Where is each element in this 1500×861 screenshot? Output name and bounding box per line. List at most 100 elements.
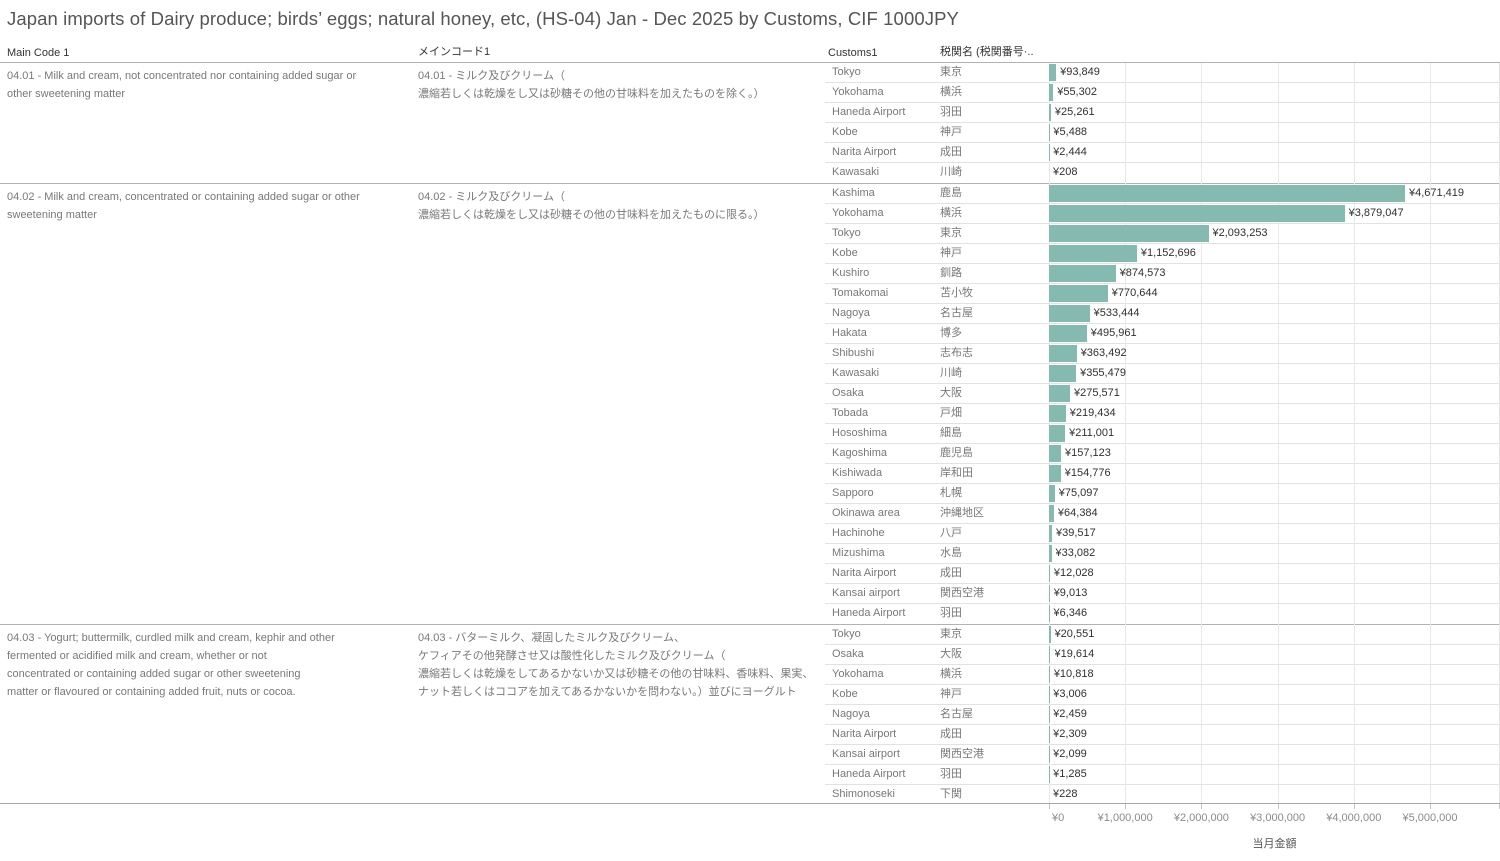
- customs-name-ja[interactable]: 羽田: [940, 106, 962, 118]
- table-row[interactable]: Mizushima 水島 ¥33,082: [825, 544, 1500, 564]
- table-row[interactable]: Sapporo 札幌 ¥75,097: [825, 484, 1500, 504]
- customs-name-en[interactable]: Osaka: [832, 648, 864, 660]
- table-row[interactable]: Kagoshima 鹿児島 ¥157,123: [825, 444, 1500, 464]
- value-bar[interactable]: [1049, 525, 1052, 542]
- customs-name-en[interactable]: Shimonoseki: [832, 788, 895, 800]
- table-row[interactable]: Haneda Airport 羽田 ¥1,285: [825, 765, 1500, 785]
- customs-name-en[interactable]: Hakata: [832, 327, 867, 339]
- customs-name-en[interactable]: Kobe: [832, 126, 858, 138]
- table-row[interactable]: Okinawa area 沖縄地区 ¥64,384: [825, 504, 1500, 524]
- value-bar[interactable]: [1049, 505, 1054, 522]
- customs-name-en[interactable]: Hososhima: [832, 427, 888, 439]
- customs-name-en[interactable]: Narita Airport: [832, 567, 897, 579]
- customs-name-ja[interactable]: 神戸: [940, 247, 962, 259]
- customs-name-en[interactable]: Haneda Airport: [832, 768, 906, 780]
- value-bar[interactable]: [1049, 365, 1077, 382]
- value-bar[interactable]: [1049, 205, 1345, 222]
- value-bar[interactable]: [1049, 585, 1050, 602]
- value-bar[interactable]: [1049, 425, 1066, 442]
- customs-name-en[interactable]: Tokyo: [832, 66, 861, 78]
- value-bar[interactable]: [1049, 225, 1209, 242]
- customs-name-ja[interactable]: 志布志: [940, 347, 973, 359]
- customs-name-ja[interactable]: 八戸: [940, 527, 962, 539]
- customs-name-ja[interactable]: 博多: [940, 327, 962, 339]
- column-header-customs-ja[interactable]: 税関名 (税関番号·..: [940, 46, 1034, 58]
- customs-name-ja[interactable]: 大阪: [940, 648, 962, 660]
- customs-name-en[interactable]: Tokyo: [832, 227, 861, 239]
- table-row[interactable]: Tomakomai 苫小牧 ¥770,644: [825, 284, 1500, 304]
- customs-name-ja[interactable]: 釧路: [940, 267, 962, 279]
- table-row[interactable]: Hakata 博多 ¥495,961: [825, 324, 1500, 344]
- customs-name-en[interactable]: Tokyo: [832, 628, 861, 640]
- customs-name-ja[interactable]: 神戸: [940, 126, 962, 138]
- value-bar[interactable]: [1049, 465, 1061, 482]
- customs-name-en[interactable]: Kawasaki: [832, 367, 880, 379]
- table-row[interactable]: Yokohama 横浜 ¥10,818: [825, 665, 1500, 685]
- table-row[interactable]: Shimonoseki 下関 ¥228: [825, 785, 1500, 805]
- table-row[interactable]: Nagoya 名古屋 ¥2,459: [825, 705, 1500, 725]
- customs-name-ja[interactable]: 羽田: [940, 607, 962, 619]
- customs-name-en[interactable]: Narita Airport: [832, 146, 897, 158]
- customs-name-ja[interactable]: 成田: [940, 567, 962, 579]
- table-row[interactable]: Tokyo 東京 ¥2,093,253: [825, 224, 1500, 244]
- customs-name-en[interactable]: Mizushima: [832, 547, 885, 559]
- value-bar[interactable]: [1049, 84, 1054, 101]
- value-bar[interactable]: [1049, 265, 1116, 282]
- value-bar[interactable]: [1049, 666, 1050, 683]
- value-bar[interactable]: [1049, 185, 1405, 202]
- customs-name-en[interactable]: Kushiro: [832, 267, 870, 279]
- value-bar[interactable]: [1049, 565, 1050, 582]
- table-row[interactable]: Kansai airport 関西空港 ¥9,013: [825, 584, 1500, 604]
- table-row[interactable]: Kobe 神戸 ¥1,152,696: [825, 244, 1500, 264]
- table-row[interactable]: Osaka 大阪 ¥275,571: [825, 384, 1500, 404]
- table-row[interactable]: Tokyo 東京 ¥20,551: [825, 625, 1500, 645]
- customs-name-ja[interactable]: 横浜: [940, 668, 962, 680]
- table-row[interactable]: Kobe 神戸 ¥5,488: [825, 123, 1500, 143]
- customs-name-ja[interactable]: 横浜: [940, 207, 962, 219]
- customs-name-ja[interactable]: 川崎: [940, 166, 962, 178]
- customs-name-ja[interactable]: 名古屋: [940, 307, 973, 319]
- value-bar[interactable]: [1049, 626, 1051, 643]
- customs-name-en[interactable]: Kagoshima: [832, 447, 888, 459]
- value-bar[interactable]: [1049, 285, 1108, 302]
- column-header-main-code-ja[interactable]: メインコード1: [418, 46, 491, 58]
- table-row[interactable]: Kawasaki 川崎 ¥208: [825, 163, 1500, 183]
- customs-name-ja[interactable]: 東京: [940, 66, 962, 78]
- customs-name-en[interactable]: Kashima: [832, 187, 875, 199]
- customs-name-en[interactable]: Nagoya: [832, 307, 870, 319]
- value-bar[interactable]: [1049, 245, 1137, 262]
- customs-name-en[interactable]: Osaka: [832, 387, 864, 399]
- table-row[interactable]: Kishiwada 岸和田 ¥154,776: [825, 464, 1500, 484]
- customs-name-en[interactable]: Yokohama: [832, 207, 884, 219]
- table-row[interactable]: Nagoya 名古屋 ¥533,444: [825, 304, 1500, 324]
- table-row[interactable]: Shibushi 志布志 ¥363,492: [825, 344, 1500, 364]
- table-row[interactable]: Osaka 大阪 ¥19,614: [825, 645, 1500, 665]
- customs-name-ja[interactable]: 神戸: [940, 688, 962, 700]
- value-bar[interactable]: [1049, 545, 1052, 562]
- table-row[interactable]: Tobada 戸畑 ¥219,434: [825, 404, 1500, 424]
- customs-name-en[interactable]: Narita Airport: [832, 728, 897, 740]
- customs-name-ja[interactable]: 苫小牧: [940, 287, 973, 299]
- customs-name-ja[interactable]: 成田: [940, 146, 962, 158]
- value-bar[interactable]: [1049, 64, 1057, 81]
- value-bar[interactable]: [1049, 345, 1077, 362]
- table-row[interactable]: Kashima 鹿島 ¥4,671,419: [825, 184, 1500, 204]
- customs-name-ja[interactable]: 細島: [940, 427, 962, 439]
- customs-name-ja[interactable]: 関西空港: [940, 587, 984, 599]
- customs-name-en[interactable]: Kobe: [832, 247, 858, 259]
- customs-name-ja[interactable]: 鹿島: [940, 187, 962, 199]
- customs-name-ja[interactable]: 名古屋: [940, 708, 973, 720]
- table-row[interactable]: Haneda Airport 羽田 ¥25,261: [825, 103, 1500, 123]
- value-bar[interactable]: [1049, 646, 1051, 663]
- customs-name-ja[interactable]: 岸和田: [940, 467, 973, 479]
- customs-name-en[interactable]: Kawasaki: [832, 166, 880, 178]
- customs-name-ja[interactable]: 水島: [940, 547, 962, 559]
- customs-name-en[interactable]: Nagoya: [832, 708, 870, 720]
- column-header-main-code-en[interactable]: Main Code 1: [7, 47, 70, 59]
- customs-name-ja[interactable]: 川崎: [940, 367, 962, 379]
- customs-name-en[interactable]: Tomakomai: [832, 287, 889, 299]
- value-bar[interactable]: [1049, 325, 1087, 342]
- customs-name-ja[interactable]: 成田: [940, 728, 962, 740]
- value-bar[interactable]: [1049, 405, 1066, 422]
- customs-name-en[interactable]: Haneda Airport: [832, 607, 906, 619]
